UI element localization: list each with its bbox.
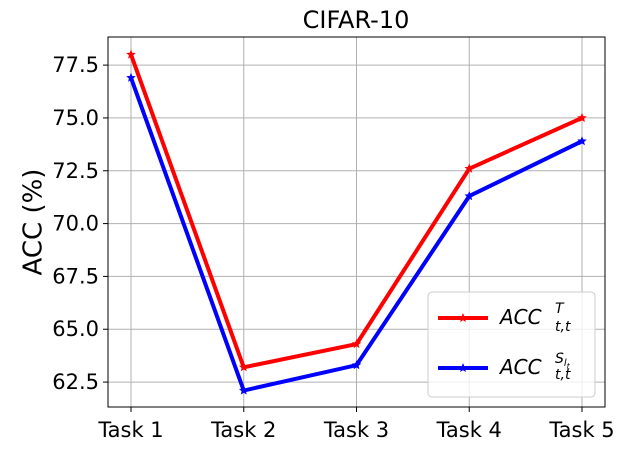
- point: [464, 191, 474, 201]
- legend-marker: [458, 313, 468, 322]
- point: [126, 49, 136, 59]
- chart-title: CIFAR-10: [303, 6, 410, 34]
- legend-label-part: l: [564, 358, 567, 369]
- plot-frame: [107, 36, 606, 408]
- point: [126, 72, 136, 82]
- y-tick-label: 67.5: [52, 264, 99, 288]
- x-tick-label: Task 3: [323, 418, 389, 442]
- point: [464, 163, 474, 173]
- legend-label-part: t,t: [555, 367, 571, 383]
- x-tick-label: Task 4: [436, 418, 502, 442]
- legend-marker: [458, 363, 468, 372]
- point: [351, 339, 362, 349]
- point: [239, 362, 249, 372]
- legend-label-part: ACC: [498, 355, 542, 379]
- y-tick-label: 70.0: [52, 212, 99, 236]
- x-tick-label: Task 2: [210, 418, 276, 442]
- legend-label-part: t: [567, 362, 571, 371]
- y-tick-label: 65.0: [52, 317, 99, 341]
- legend-label-part: t,t: [555, 319, 571, 335]
- y-tick-label: 75.0: [52, 106, 99, 130]
- point: [577, 136, 587, 146]
- x-tick-label: Task 5: [548, 418, 614, 442]
- y-axis-label: ACC (%): [19, 169, 49, 276]
- y-tick-label: 72.5: [52, 159, 99, 183]
- x-tick-label: Task 1: [97, 418, 163, 442]
- legend-label-part: ACC: [498, 305, 542, 329]
- y-tick-label: 62.5: [52, 370, 99, 394]
- point: [577, 112, 587, 122]
- y-tick-label: 77.5: [52, 53, 99, 77]
- legend-label-part: S: [555, 351, 564, 367]
- legend-label-part: T: [555, 301, 565, 317]
- point: [351, 360, 362, 370]
- legend-label: ACC Slt t,t: [498, 351, 571, 383]
- point: [239, 385, 249, 395]
